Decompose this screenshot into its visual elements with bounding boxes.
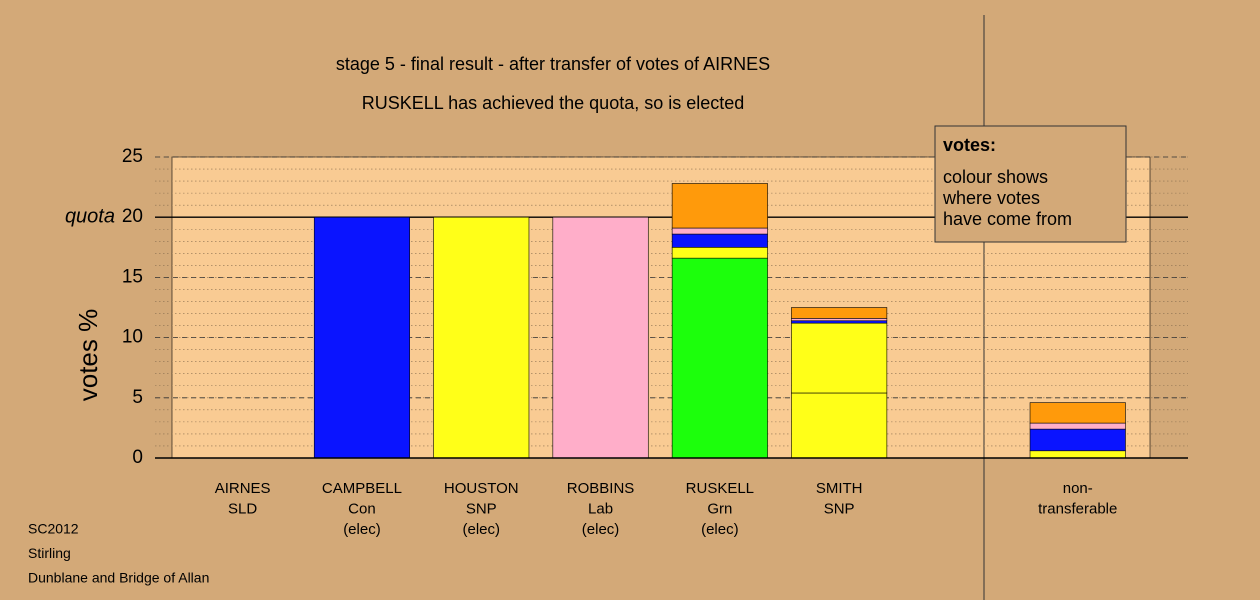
x-tick-label: (elec)	[343, 521, 381, 538]
bar-segment	[552, 216, 649, 459]
footnote: SC2012	[28, 521, 79, 537]
chart-title: stage 5 - final result - after transfer …	[336, 54, 770, 74]
legend-text: colour shows	[943, 167, 1048, 187]
x-tick-label: (elec)	[462, 521, 500, 538]
legend-text: where votes	[942, 188, 1040, 208]
bar-segment	[1029, 428, 1126, 452]
x-tick-label: (elec)	[701, 521, 739, 538]
bar-segment	[671, 233, 768, 248]
legend-text: have come from	[943, 209, 1072, 229]
x-tick-label: RUSKELL	[686, 480, 754, 497]
bar-segment	[791, 307, 888, 319]
bar-segment	[1029, 422, 1126, 430]
y-tick-label: 0	[132, 447, 143, 468]
bar-segment	[791, 392, 888, 459]
footnote: Stirling	[28, 545, 71, 561]
x-tick-label: Con	[348, 500, 376, 517]
x-tick-label: HOUSTON	[444, 480, 519, 497]
bar-segment	[433, 216, 530, 459]
bar-segment	[791, 322, 888, 394]
bar-segment	[1029, 450, 1126, 459]
bar-segment	[671, 227, 768, 235]
y-tick-label: 5	[132, 387, 143, 408]
bar-segment	[671, 183, 768, 229]
bar-segment	[313, 216, 410, 459]
legend-title: votes:	[943, 135, 996, 155]
bar-segment	[671, 247, 768, 259]
x-tick-label: Lab	[588, 500, 613, 517]
chart-subtitle: RUSKELL has achieved the quota, so is el…	[362, 93, 745, 113]
y-tick-label: 25	[122, 146, 143, 167]
quota-label: quota	[65, 205, 115, 227]
x-tick-label: SNP	[824, 500, 855, 517]
x-tick-label: non-	[1063, 480, 1093, 497]
bar-segment	[1029, 402, 1126, 424]
y-tick-label: 15	[122, 266, 143, 287]
bar-segment	[791, 320, 888, 324]
y-axis-label: votes %	[73, 309, 103, 402]
x-tick-label: CAMPBELL	[322, 480, 402, 497]
bar-segment	[791, 318, 888, 322]
x-tick-label: SLD	[228, 500, 257, 517]
x-tick-label: SMITH	[816, 480, 863, 497]
bars	[313, 183, 1126, 459]
x-tick-label: AIRNES	[215, 480, 271, 497]
x-tick-label: ROBBINS	[567, 480, 635, 497]
x-tick-label: transferable	[1038, 500, 1117, 517]
bar-segment	[671, 257, 768, 459]
x-tick-label: Grn	[707, 500, 732, 517]
x-tick-label: (elec)	[582, 521, 620, 538]
y-tick-label: 20	[122, 206, 143, 227]
footnote: Dunblane and Bridge of Allan	[28, 570, 209, 586]
y-tick-label: 10	[122, 327, 143, 348]
legend-box	[934, 125, 1127, 243]
x-tick-label: SNP	[466, 500, 497, 517]
